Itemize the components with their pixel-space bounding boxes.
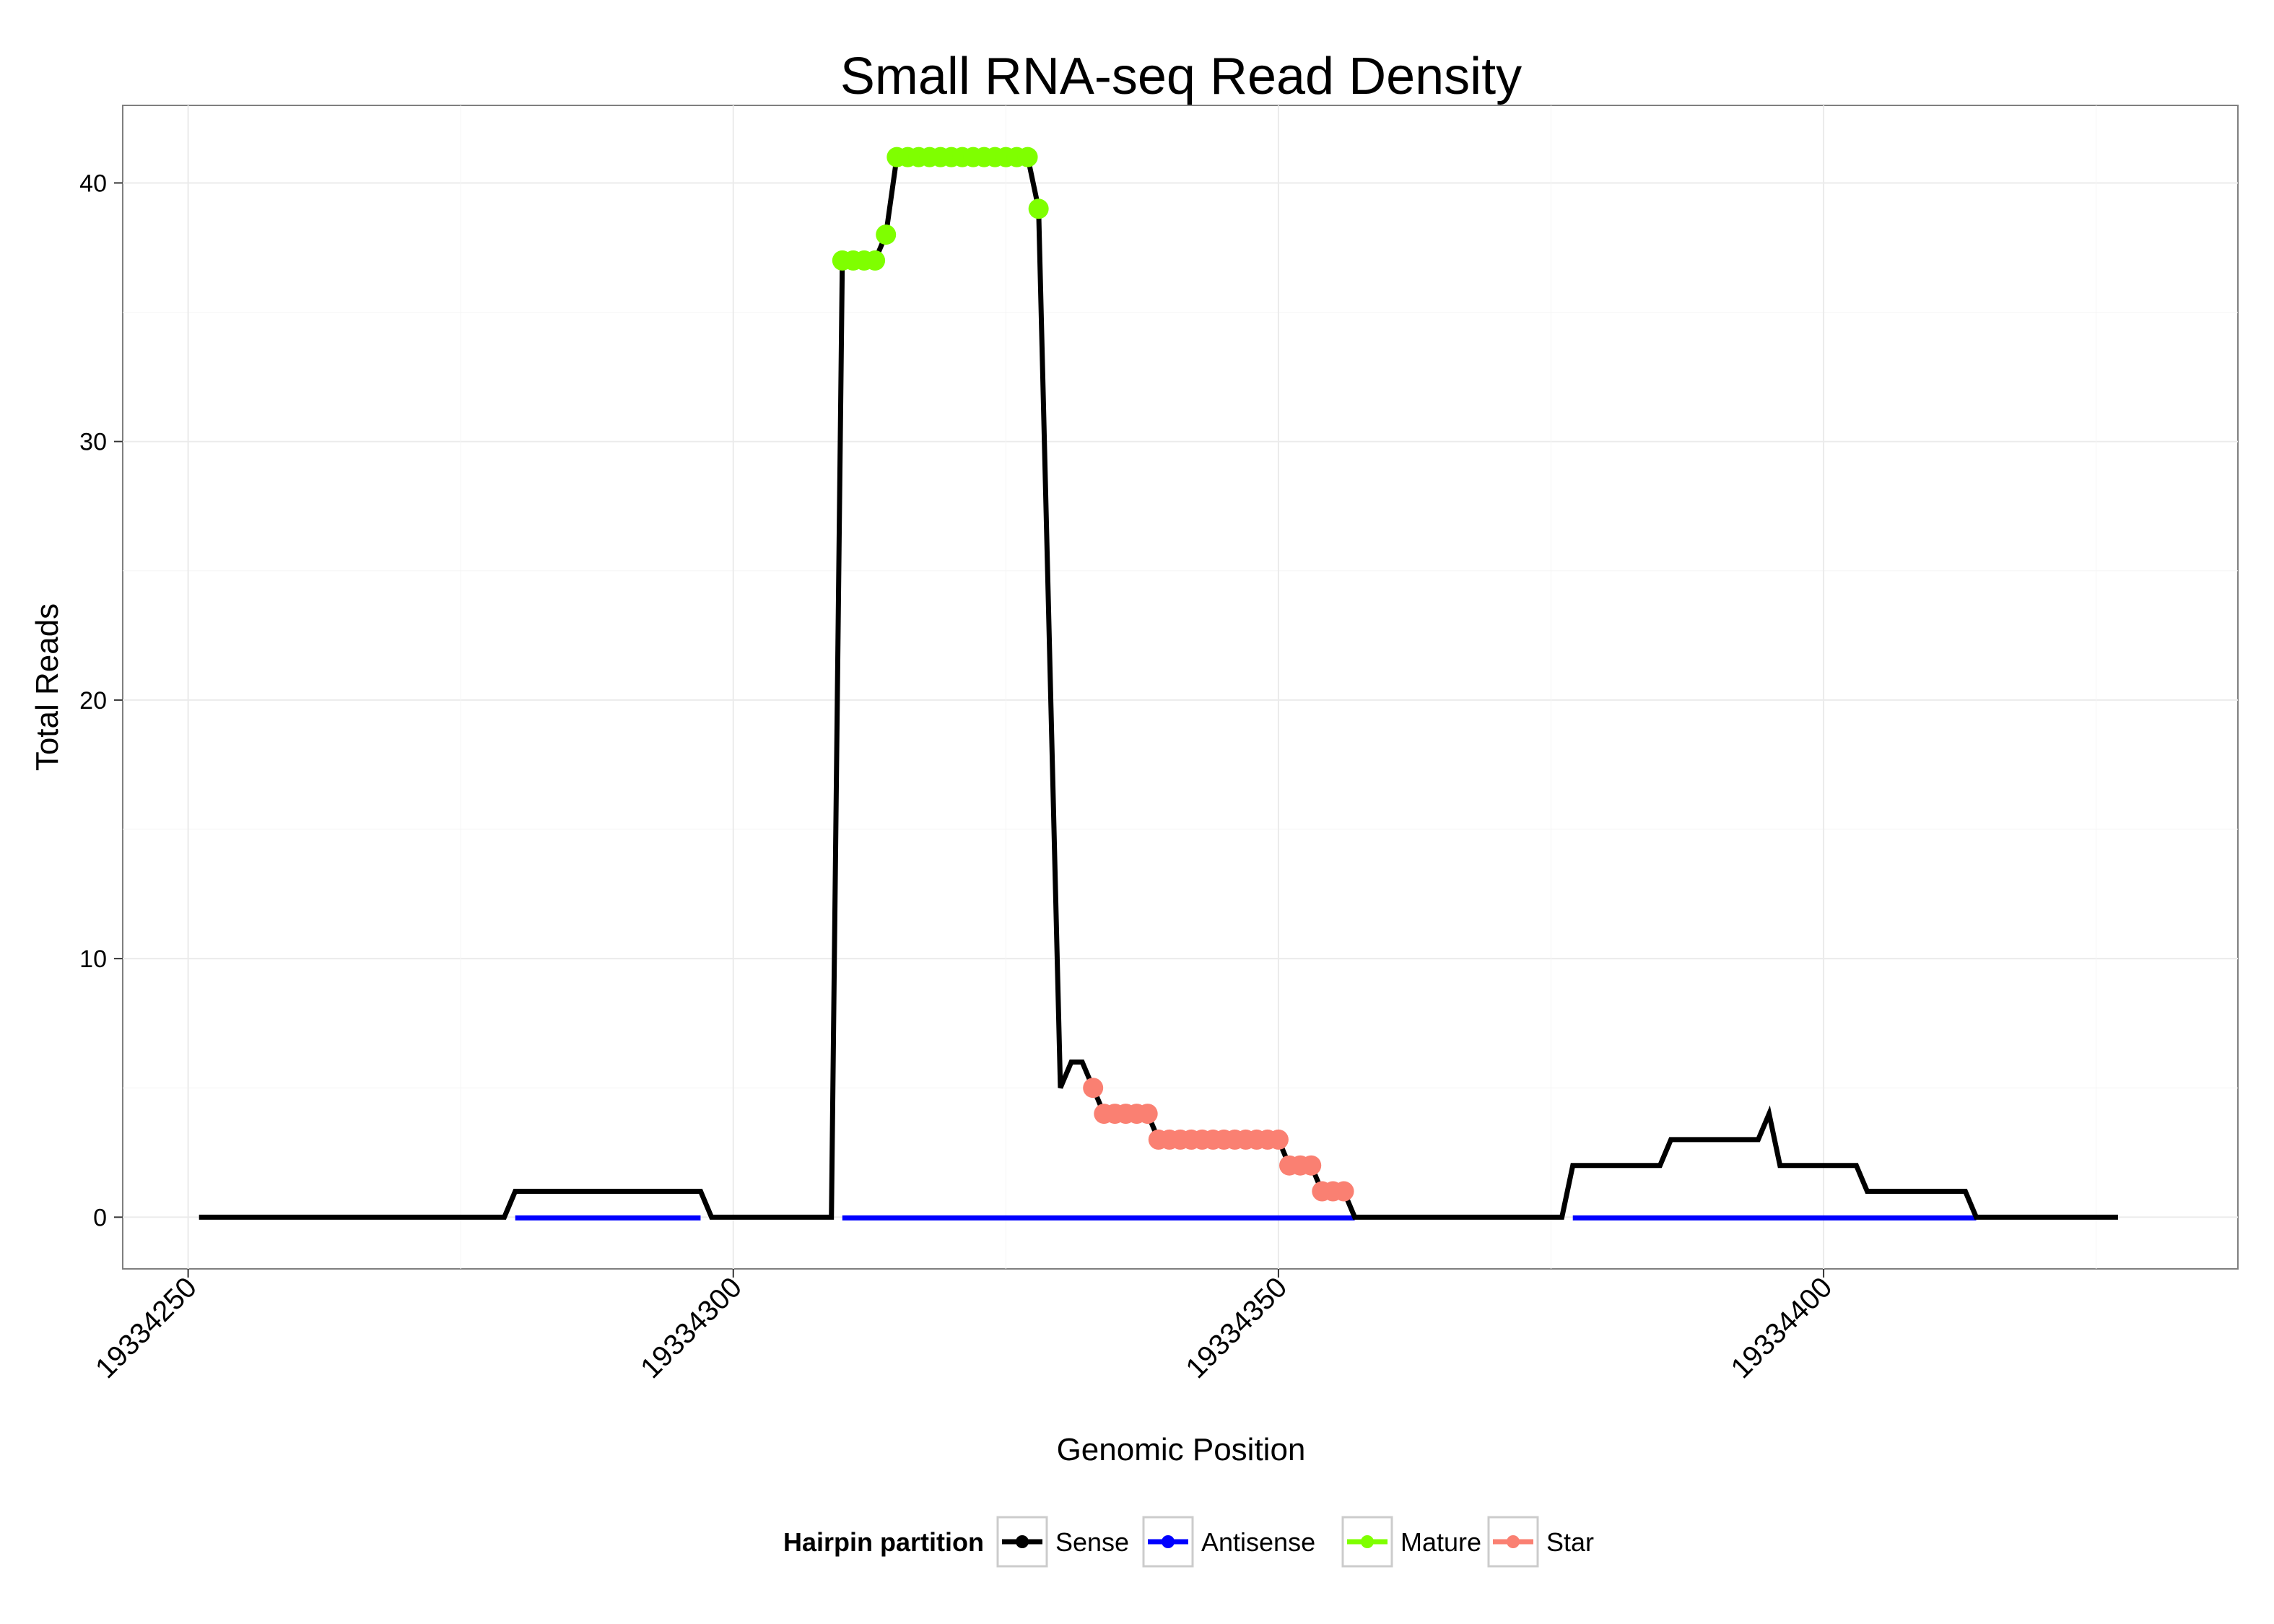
x-tick-label: 19334300 (635, 1271, 748, 1384)
y-axis-title: Total Reads (30, 603, 65, 771)
legend-key-point (1016, 1535, 1029, 1548)
series-star-point (1333, 1181, 1354, 1202)
legend: Hairpin partition Sense Antisense Mature Sta… (783, 1516, 1594, 1568)
legend-label-antisense: Antisense (1201, 1527, 1315, 1557)
series-star-point (1083, 1078, 1104, 1099)
y-tick-label: 10 (79, 946, 107, 973)
legend-label-star: Star (1546, 1527, 1594, 1557)
x-tick-label: 19334350 (1180, 1271, 1293, 1384)
y-tick-label: 20 (79, 687, 107, 715)
series-mature-point (1017, 147, 1038, 167)
y-tick-label: 30 (79, 429, 107, 456)
y-tick-label: 0 (93, 1204, 107, 1231)
y-axis: 0 10 20 30 40 (79, 170, 123, 1231)
chart-title: Small RNA-seq Read Density (840, 48, 1522, 105)
series-star-point (1301, 1155, 1322, 1176)
grid-lines (123, 105, 2238, 1269)
series-points (832, 147, 1354, 1202)
legend-label-sense: Sense (1055, 1527, 1129, 1557)
series-star-point (1268, 1129, 1289, 1150)
legend-key-point (1361, 1535, 1374, 1548)
series-star-point (1137, 1104, 1158, 1125)
legend-key-point (1507, 1535, 1520, 1548)
legend-label-mature: Mature (1400, 1527, 1481, 1557)
series-mature-point (876, 224, 897, 245)
x-tick-label: 19334400 (1725, 1271, 1838, 1384)
series-mature-point (1028, 198, 1049, 219)
legend-key-point (1162, 1535, 1175, 1548)
legend-title: Hairpin partition (783, 1527, 984, 1557)
plot-area (122, 105, 2239, 1270)
x-axis: 19334250 19334300 19334350 19334400 (90, 1269, 1838, 1384)
series-mature-point (865, 250, 886, 271)
x-axis-title: Genomic Position (1057, 1432, 1306, 1467)
y-tick-label: 40 (79, 170, 107, 197)
plot-panel (122, 105, 2239, 1270)
x-tick-label: 19334250 (90, 1271, 203, 1384)
